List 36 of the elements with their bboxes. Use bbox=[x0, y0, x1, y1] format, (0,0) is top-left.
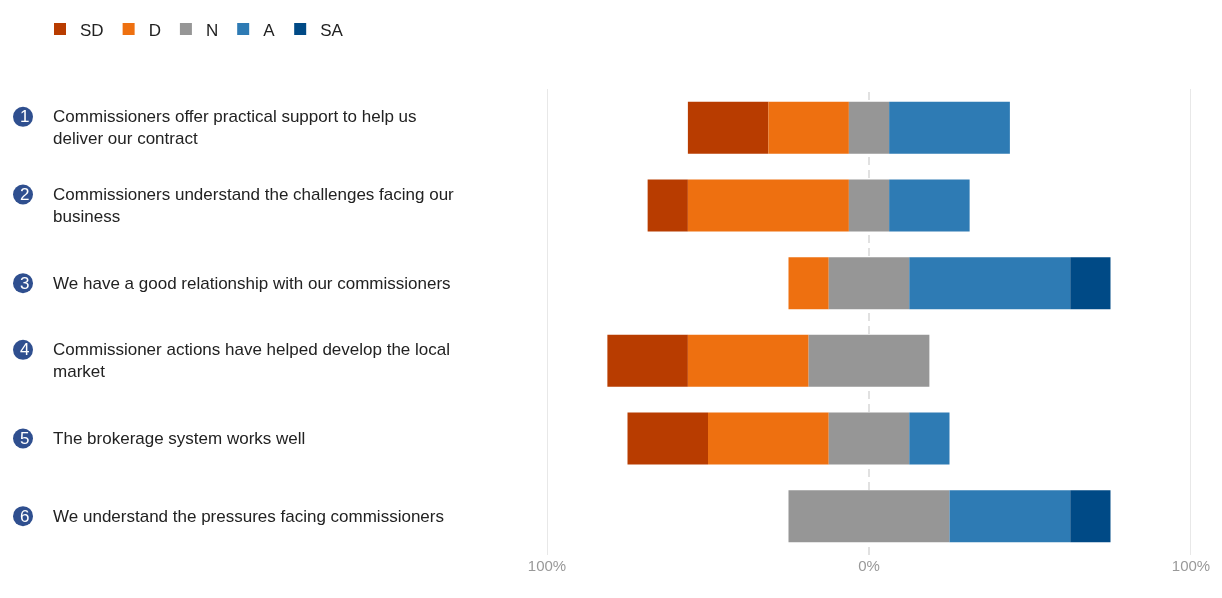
x-tick-label: 100% bbox=[1171, 557, 1211, 574]
bar bbox=[647, 179, 688, 232]
bar bbox=[627, 412, 708, 465]
bar bbox=[788, 490, 950, 543]
x-tick-label: 0% bbox=[858, 557, 880, 574]
bar bbox=[607, 334, 688, 387]
legend-label: N bbox=[205, 20, 219, 40]
bar bbox=[687, 179, 849, 232]
x-tick-label: 100% bbox=[527, 557, 567, 574]
bar bbox=[768, 101, 849, 154]
category-label: 5 The brokerage system works well bbox=[20, 429, 306, 448]
bar bbox=[909, 257, 1071, 310]
bar bbox=[848, 101, 890, 154]
bar bbox=[788, 257, 829, 310]
bar bbox=[828, 412, 910, 465]
category-label: 2 Commissioners understand the challenges facing our business bbox=[20, 185, 454, 227]
legend-label: SA bbox=[320, 20, 344, 40]
category-label: 6 We understand the pressures facing commissioners bbox=[20, 507, 444, 526]
bar bbox=[1070, 490, 1111, 543]
legend-label: SD bbox=[80, 20, 104, 40]
legend-label: D bbox=[148, 20, 161, 40]
bar bbox=[687, 334, 809, 387]
bar bbox=[909, 412, 950, 465]
category-label: 4 Commissioner actions have helped develop the local market bbox=[20, 340, 450, 382]
bar bbox=[949, 490, 1071, 543]
bar bbox=[1070, 257, 1111, 310]
category-label: 1 Commissioners offer practical support to help us deliver our contract bbox=[20, 107, 417, 149]
bar bbox=[687, 101, 769, 154]
legend-label: A bbox=[263, 20, 276, 40]
bar bbox=[708, 412, 829, 465]
bar bbox=[808, 334, 930, 387]
category-label: 3 We have a good relationship with our commissioners bbox=[20, 274, 451, 293]
bar bbox=[828, 257, 910, 310]
bar bbox=[889, 179, 970, 232]
bar bbox=[848, 179, 890, 232]
bar bbox=[889, 101, 1010, 154]
